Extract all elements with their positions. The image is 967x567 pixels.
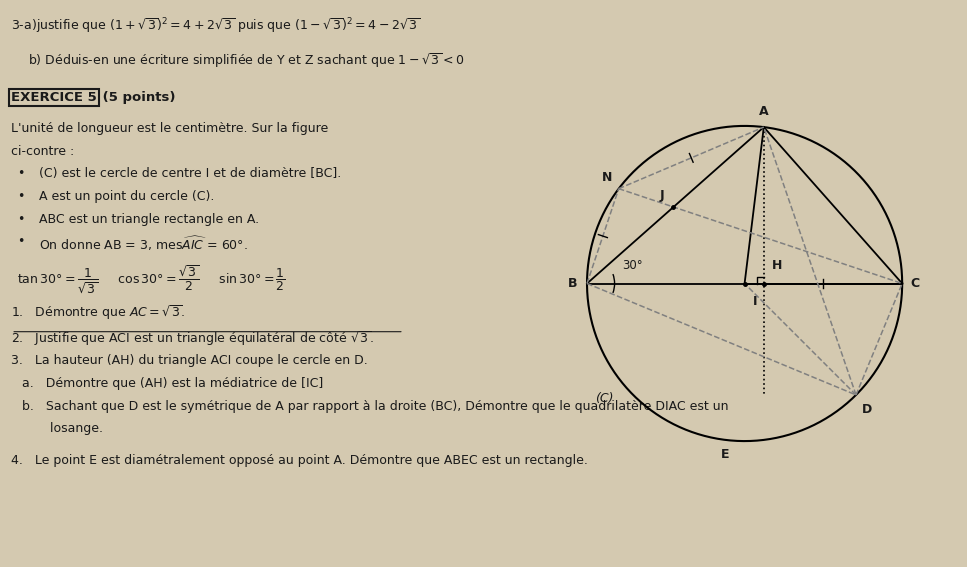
Text: N: N (602, 171, 612, 184)
Text: •: • (16, 167, 24, 180)
Text: A est un point du cercle (C).: A est un point du cercle (C). (40, 190, 215, 203)
Text: •: • (16, 213, 24, 226)
Text: (5 points): (5 points) (99, 91, 176, 104)
Text: A: A (759, 105, 769, 117)
Text: E: E (721, 448, 730, 461)
Text: 1.   Démontre que $AC = \sqrt{3}$.: 1. Démontre que $AC = \sqrt{3}$. (12, 303, 186, 322)
Text: ABC est un triangle rectangle en A.: ABC est un triangle rectangle en A. (40, 213, 259, 226)
Text: 3-a)justifie que $(1 + \sqrt{3})^2 = 4 + 2\sqrt{3}$ puis que $(1 - \sqrt{3})^2 =: 3-a)justifie que $(1 + \sqrt{3})^2 = 4 +… (12, 17, 421, 36)
Text: I: I (752, 294, 757, 307)
Text: H: H (772, 260, 782, 273)
Text: ci-contre :: ci-contre : (12, 145, 74, 158)
Text: 4.   Le point E est diamétralement opposé au point A. Démontre que ABEC est un r: 4. Le point E est diamétralement opposé … (12, 454, 588, 467)
Text: •: • (16, 235, 24, 248)
Text: $\tan30°=\dfrac{1}{\sqrt{3}}$     $\cos30°=\dfrac{\sqrt{3}}{2}$     $\sin30°=\df: $\tan30°=\dfrac{1}{\sqrt{3}}$ $\cos30°=\… (16, 264, 285, 295)
Text: (C) est le cercle de centre I et de diamètre [BC].: (C) est le cercle de centre I et de diam… (40, 167, 341, 180)
Text: On donne AB = 3, mes$\widehat{AIC}$ = 60°.: On donne AB = 3, mes$\widehat{AIC}$ = 60… (40, 235, 249, 253)
Text: 3.   La hauteur (AH) du triangle ACI coupe le cercle en D.: 3. La hauteur (AH) du triangle ACI coupe… (12, 354, 368, 367)
Text: b.   Sachant que D est le symétrique de A par rapport à la droite (BC), Démontre: b. Sachant que D est le symétrique de A … (22, 400, 729, 413)
Text: a.   Démontre que (AH) est la médiatrice de [IC]: a. Démontre que (AH) est la médiatrice d… (22, 377, 324, 390)
Text: L'unité de longueur est le centimètre. Sur la figure: L'unité de longueur est le centimètre. S… (12, 122, 329, 135)
Text: losange.: losange. (22, 422, 103, 435)
Text: J: J (659, 189, 664, 202)
Text: D: D (863, 403, 872, 416)
Text: C: C (910, 277, 920, 290)
Text: (C): (C) (595, 392, 613, 405)
Text: 30°: 30° (622, 260, 642, 273)
Text: B: B (568, 277, 577, 290)
Text: •: • (16, 190, 24, 203)
Text: EXERCICE 5: EXERCICE 5 (12, 91, 97, 104)
Text: b) Déduis-en une écriture simplifiée de Y et Z sachant que $1-\sqrt{3} < 0$: b) Déduis-en une écriture simplifiée de … (28, 51, 465, 70)
Text: 2.   Justifie que ACI est un triangle équilatéral de côté $\sqrt{3}$.: 2. Justifie que ACI est un triangle équi… (12, 329, 374, 348)
